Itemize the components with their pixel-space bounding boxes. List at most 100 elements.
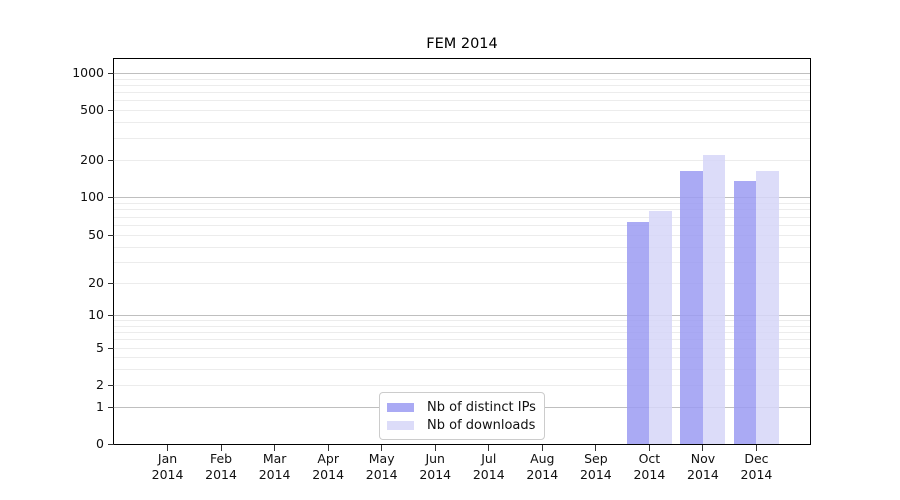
x-tick-month: Oct <box>638 451 661 466</box>
gridline-minor <box>114 110 810 111</box>
legend: Nb of distinct IPs Nb of downloads <box>379 392 545 440</box>
x-tick-mark <box>755 445 757 451</box>
legend-label-distinct-ips: Nb of distinct IPs <box>427 399 536 415</box>
y-tick-mark <box>108 73 114 74</box>
x-tick-label: Feb 2014 <box>189 451 253 482</box>
y-tick-label: 20 <box>88 275 104 290</box>
x-tick-year: 2014 <box>687 466 719 482</box>
x-tick-mark <box>541 445 543 451</box>
x-tick-month: Jul <box>481 451 497 466</box>
y-tick-mark <box>108 110 114 111</box>
y-tick-mark <box>108 348 114 349</box>
y-tick-mark <box>108 160 114 161</box>
x-tick-mark <box>488 445 490 451</box>
gridline-minor <box>114 283 810 284</box>
x-tick-mark <box>220 445 222 451</box>
x-tick-mark <box>327 445 329 451</box>
x-tick-mark <box>702 445 704 451</box>
x-tick-mark <box>381 445 383 451</box>
x-tick-year: 2014 <box>740 466 773 482</box>
x-tick-year: 2014 <box>151 466 184 482</box>
x-tick-label: Sep 2014 <box>564 451 628 482</box>
y-tick-mark <box>108 444 114 445</box>
x-tick-label: May 2014 <box>350 451 414 482</box>
y-tick-mark <box>108 407 114 408</box>
y-tick-label: 1 <box>96 399 104 414</box>
x-tick-label: Mar 2014 <box>243 451 307 482</box>
gridline-minor <box>114 326 810 327</box>
gridline-minor <box>114 92 810 93</box>
gridline-major <box>114 315 810 316</box>
y-tick-label: 100 <box>80 189 104 204</box>
bar-dec-distinct-ips <box>733 180 757 444</box>
bar-oct-downloads <box>649 210 672 444</box>
gridline-minor <box>114 100 810 101</box>
gridline-minor <box>114 247 810 248</box>
x-tick-month: Nov <box>690 451 716 466</box>
gridline-minor <box>114 225 810 226</box>
x-tick-month: Feb <box>209 451 233 466</box>
gridline-major <box>114 197 810 198</box>
downloads-swatch <box>387 421 414 431</box>
y-tick-label: 2 <box>96 377 104 392</box>
gridline-minor <box>114 203 810 204</box>
y-tick-mark <box>108 283 114 284</box>
x-tick-mark <box>595 445 597 451</box>
x-tick-label: Apr 2014 <box>296 451 360 482</box>
gridline-major <box>114 73 810 74</box>
gridline-minor <box>114 369 810 370</box>
gridline-minor <box>114 262 810 263</box>
x-tick-month: Jan <box>157 451 178 466</box>
x-tick-mark <box>434 445 436 451</box>
x-tick-year: 2014 <box>579 466 612 482</box>
y-tick-label: 0 <box>96 436 104 451</box>
x-tick-year: 2014 <box>365 466 398 482</box>
x-tick-year: 2014 <box>526 466 559 482</box>
legend-item-distinct-ips: Nb of distinct IPs <box>387 398 536 417</box>
bar-nov-downloads <box>702 154 726 444</box>
gridline-minor <box>114 85 810 86</box>
x-tick-year: 2014 <box>312 466 345 482</box>
x-tick-label: Jul 2014 <box>457 451 521 482</box>
x-tick-year: 2014 <box>633 466 666 482</box>
y-tick-label: 1000 <box>72 65 104 80</box>
bar-oct-distinct-ips <box>626 222 650 444</box>
gridline-minor <box>114 122 810 123</box>
gridline-minor <box>114 348 810 349</box>
x-tick-year: 2014 <box>419 466 452 482</box>
x-tick-month: Aug <box>530 451 555 466</box>
gridline-minor <box>114 160 810 161</box>
y-tick-label: 10 <box>88 307 104 322</box>
bar-dec-downloads <box>756 170 779 444</box>
gridline-minor <box>114 209 810 210</box>
gridline-minor <box>114 235 810 236</box>
bar-nov-distinct-ips <box>680 170 703 444</box>
x-tick-label: Jan 2014 <box>136 451 200 482</box>
x-tick-year: 2014 <box>258 466 291 482</box>
gridline-minor <box>114 138 810 139</box>
y-tick-mark <box>108 385 114 386</box>
legend-label-downloads: Nb of downloads <box>427 418 536 434</box>
gridline-minor <box>114 217 810 218</box>
y-tick-mark <box>108 235 114 236</box>
x-tick-month: Dec <box>744 451 769 466</box>
gridline-minor <box>114 385 810 386</box>
x-tick-month: Sep <box>584 451 608 466</box>
x-tick-label: Oct 2014 <box>617 451 681 482</box>
x-tick-label: Dec 2014 <box>724 451 788 482</box>
y-tick-label: 200 <box>80 152 104 167</box>
chart-title: FEM 2014 <box>426 36 498 52</box>
x-tick-month: Mar <box>262 451 287 466</box>
x-tick-month: May <box>368 451 395 466</box>
gridline-minor <box>114 79 810 80</box>
y-tick-mark <box>108 197 114 198</box>
y-tick-label: 500 <box>80 102 104 117</box>
y-tick-label: 50 <box>88 227 104 242</box>
y-tick-label: 5 <box>96 340 104 355</box>
x-tick-mark <box>167 445 169 451</box>
legend-item-downloads: Nb of downloads <box>387 417 536 436</box>
gridline-minor <box>114 357 810 358</box>
x-tick-year: 2014 <box>205 466 237 482</box>
x-tick-month: Apr <box>317 451 339 466</box>
